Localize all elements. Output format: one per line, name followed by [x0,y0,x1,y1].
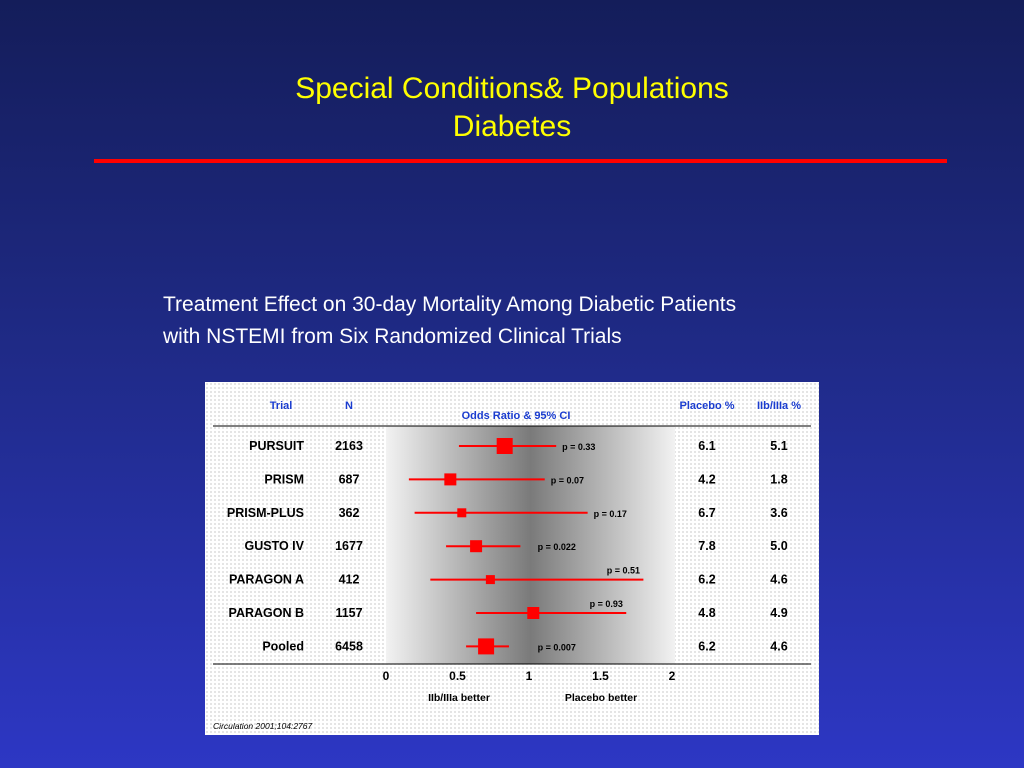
odds-ratio-marker [470,540,483,553]
forest-plot-figure: Trial N Odds Ratio & 95% CI Placebo % II… [205,382,819,735]
odds-ratio-marker [527,607,540,619]
trial-name: PRISM-PLUS [227,506,304,520]
p-value: p = 0.51 [607,566,640,576]
x-left-label: IIb/IIIa better [428,692,490,704]
x-tick-label: 2 [669,669,676,683]
iib-rate: 3.6 [770,506,787,520]
iib-rate: 4.6 [770,639,787,653]
odds-ratio-marker [444,473,457,486]
header-n: N [345,400,353,412]
odds-ratio-marker [485,575,495,585]
forest-row-pooled: Pooled 6458 p = 0.007 6.2 4.6 [262,638,788,655]
placebo-rate: 6.2 [698,639,715,653]
p-value: p = 0.007 [538,642,576,652]
iib-rate: 5.0 [770,539,787,553]
forest-row-gusto-iv: GUSTO IV 1677 p = 0.022 7.8 5.0 [244,539,787,553]
slide-title-line2: Diabetes [452,110,572,143]
forest-row-prism-plus: PRISM-PLUS 362 p = 0.17 6.7 3.6 [227,506,788,520]
iib-rate: 4.6 [770,573,787,587]
trial-n: 1677 [335,539,363,553]
placebo-rate: 6.2 [698,573,715,587]
x-tick-label: 1.5 [592,669,609,683]
x-tick-label: 0 [383,669,390,683]
odds-ratio-marker [457,508,467,518]
placebo-rate: 7.8 [698,539,715,553]
iib-rate: 5.1 [770,439,787,453]
forest-row-prism: PRISM 687 p = 0.07 4.2 1.8 [264,472,787,486]
trial-name: PRISM [264,472,304,486]
p-value: p = 0.93 [590,599,623,609]
header-placebo: Placebo % [679,400,734,412]
header-odds-ratio: Odds Ratio & 95% CI [462,410,571,422]
citation: Circulation 2001;104:2767 [213,721,313,731]
slide-title: Special Conditions& Populations Diabetes [0,70,1024,146]
title-divider [94,159,947,163]
placebo-rate: 4.8 [698,606,715,620]
odds-ratio-marker [478,638,495,655]
trial-name: PURSUIT [249,439,304,453]
chart-caption: Treatment Effect on 30-day Mortality Amo… [163,289,903,353]
trial-n: 687 [339,472,360,486]
x-tick-label: 0.5 [449,669,466,683]
odds-ratio-marker [496,438,513,454]
p-value: p = 0.17 [594,509,627,519]
header-trial: Trial [270,400,293,412]
chart-caption-line2: with NSTEMI from Six Randomized Clinical… [163,325,622,348]
p-value: p = 0.33 [562,442,595,452]
iib-rate: 4.9 [770,606,787,620]
trial-name: PARAGON A [229,573,304,587]
trial-n: 1157 [335,606,362,620]
x-right-label: Placebo better [565,692,637,704]
forest-plot: Trial N Odds Ratio & 95% CI Placebo % II… [213,400,811,731]
placebo-rate: 6.7 [698,506,715,520]
trial-name: PARAGON B [229,606,304,620]
trial-name: Pooled [262,639,304,653]
slide-title-line1: Special Conditions& Populations [295,72,729,105]
plot-area-gradient [386,426,675,664]
placebo-rate: 6.1 [698,439,715,453]
header-iib: IIb/IIIa % [757,400,801,412]
trial-name: GUSTO IV [244,539,304,553]
trial-n: 412 [339,573,360,587]
x-tick-label: 1 [526,669,533,683]
forest-row-paragon-a: PARAGON A 412 p = 0.51 6.2 4.6 [229,566,788,587]
p-value: p = 0.022 [538,542,576,552]
trial-n: 362 [339,506,360,520]
trial-n: 6458 [335,639,363,653]
iib-rate: 1.8 [770,472,787,486]
forest-row-pursuit: PURSUIT 2163 p = 0.33 6.1 5.1 [249,438,788,454]
placebo-rate: 4.2 [698,472,715,486]
p-value: p = 0.07 [551,475,584,485]
chart-caption-line1: Treatment Effect on 30-day Mortality Amo… [163,293,737,316]
forest-row-paragon-b: PARAGON B 1157 p = 0.93 4.8 4.9 [229,599,788,620]
trial-n: 2163 [335,439,363,453]
